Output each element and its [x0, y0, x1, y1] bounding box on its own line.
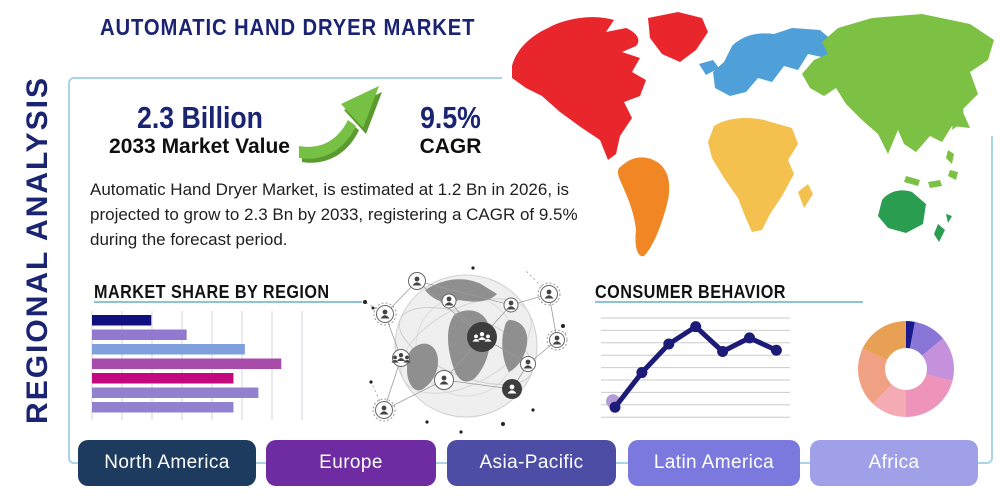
region-button-europe[interactable]: Europe: [266, 440, 436, 486]
region-donut-chart: [857, 321, 954, 417]
map-madagascar: [798, 184, 813, 208]
market-share-underline: [94, 301, 362, 303]
cagr-caption: CAGR: [419, 135, 482, 158]
market-value-stat: 2.3 Billion: [137, 100, 263, 135]
page-title: AUTOMATIC HAND DRYER MARKET: [100, 14, 476, 40]
region-button-north-america[interactable]: North America: [78, 440, 256, 486]
section-title-market-share: MARKET SHARE BY REGION: [94, 282, 330, 302]
map-indonesia-3: [948, 170, 958, 180]
market-description: Automatic Hand Dryer Market, is estimate…: [90, 180, 578, 249]
map-south-america: [617, 157, 670, 257]
map-greenland: [648, 12, 708, 62]
map-europe: [713, 28, 834, 96]
map-new-zealand-2: [946, 214, 952, 223]
region-button-latin-america[interactable]: Latin America: [628, 440, 800, 486]
map-philippines: [946, 150, 954, 164]
side-label-regional-analysis: REGIONAL ANALYSIS: [21, 76, 54, 424]
map-asia: [802, 14, 994, 154]
map-indonesia-2: [928, 180, 942, 188]
map-north-america: [512, 17, 646, 160]
globe-network-graphic: [363, 266, 568, 434]
map-japan: [948, 94, 964, 130]
section-title-consumer-behavior: CONSUMER BEHAVIOR: [595, 282, 786, 302]
region-button-africa[interactable]: Africa: [810, 440, 978, 486]
region-button-asia-pacific[interactable]: Asia-Pacific: [447, 440, 616, 486]
consumer-behavior-underline: [595, 301, 863, 303]
map-australia: [878, 190, 926, 233]
map-africa: [708, 118, 798, 232]
market-value-caption: 2033 Market Value: [109, 135, 290, 158]
map-new-zealand: [934, 224, 945, 242]
cagr-stat: 9.5%: [420, 100, 481, 135]
growth-arrow-icon: [299, 86, 382, 163]
world-map-graphic: [502, 2, 1000, 257]
market-share-bar-chart: [91, 311, 303, 420]
consumer-behavior-line-chart: [601, 317, 790, 418]
map-iceland: [699, 60, 719, 75]
map-indonesia: [904, 176, 920, 186]
